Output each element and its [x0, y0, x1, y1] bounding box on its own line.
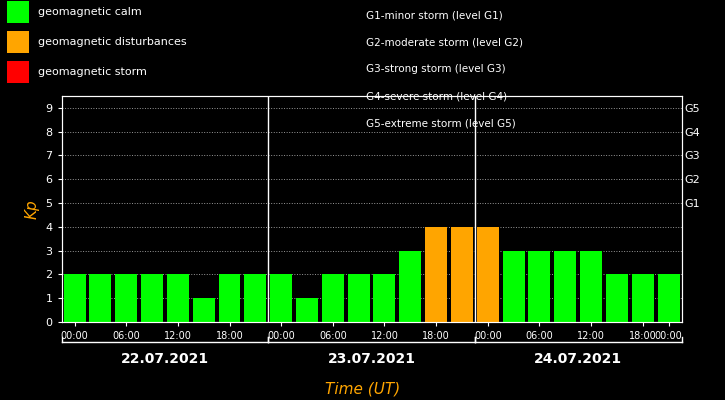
- Bar: [502, 251, 525, 322]
- Bar: [115, 274, 137, 322]
- Bar: [167, 274, 188, 322]
- Text: G3-strong storm (level G3): G3-strong storm (level G3): [366, 64, 506, 74]
- Text: Time (UT): Time (UT): [325, 381, 400, 396]
- Bar: [580, 251, 602, 322]
- Bar: [322, 274, 344, 322]
- Bar: [529, 251, 550, 322]
- Bar: [373, 274, 395, 322]
- Text: G5-extreme storm (level G5): G5-extreme storm (level G5): [366, 119, 516, 129]
- Bar: [425, 227, 447, 322]
- Bar: [658, 274, 679, 322]
- Text: G1-minor storm (level G1): G1-minor storm (level G1): [366, 10, 503, 20]
- Bar: [451, 227, 473, 322]
- Text: geomagnetic disturbances: geomagnetic disturbances: [38, 37, 186, 47]
- Bar: [348, 274, 370, 322]
- Bar: [89, 274, 112, 322]
- Bar: [64, 274, 86, 322]
- Text: geomagnetic storm: geomagnetic storm: [38, 67, 146, 77]
- Bar: [477, 227, 499, 322]
- Y-axis label: Kp: Kp: [25, 199, 40, 219]
- Text: G2-moderate storm (level G2): G2-moderate storm (level G2): [366, 37, 523, 47]
- Bar: [218, 274, 241, 322]
- Bar: [555, 251, 576, 322]
- Text: 23.07.2021: 23.07.2021: [328, 352, 415, 366]
- Bar: [296, 298, 318, 322]
- Bar: [193, 298, 215, 322]
- Bar: [244, 274, 266, 322]
- Bar: [270, 274, 292, 322]
- Bar: [141, 274, 163, 322]
- Bar: [606, 274, 628, 322]
- Text: 24.07.2021: 24.07.2021: [534, 352, 622, 366]
- Text: geomagnetic calm: geomagnetic calm: [38, 7, 141, 17]
- Bar: [631, 274, 654, 322]
- Text: 22.07.2021: 22.07.2021: [121, 352, 209, 366]
- Text: G4-severe storm (level G4): G4-severe storm (level G4): [366, 92, 508, 102]
- Bar: [399, 251, 421, 322]
